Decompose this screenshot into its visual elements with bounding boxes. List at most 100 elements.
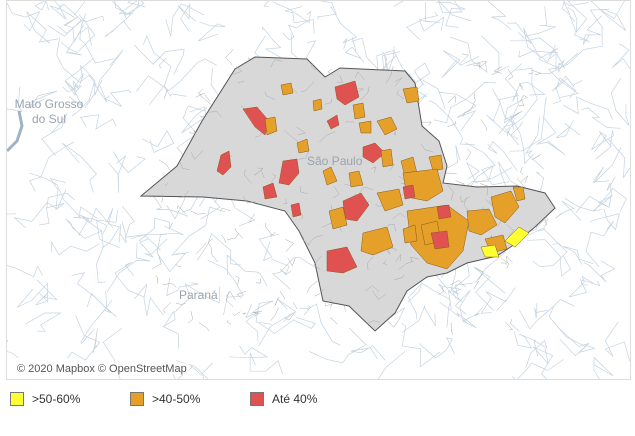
municipality-border [307,235,323,246]
boundary [512,81,546,102]
municipality-border [455,180,465,185]
municipality-border [394,77,403,87]
boundary [555,119,581,139]
boundary [63,16,85,43]
boundary [272,256,320,290]
municipality-border [253,310,262,314]
legend-item[interactable]: >40-50% [130,392,250,406]
boundary [84,49,124,109]
municipality [328,206,348,230]
municipality-border [210,248,218,263]
legend-item[interactable]: >50-60% [10,392,130,406]
municipality-border [506,255,513,264]
river [7,110,24,153]
municipality-border [274,296,279,306]
municipality [326,114,340,130]
municipality-border [447,95,457,104]
municipality-border [532,153,542,160]
municipality [360,226,394,256]
boundary [377,351,406,379]
boundary [418,12,445,32]
boundary [428,100,476,146]
boundary [163,58,217,92]
municipality-border [383,260,388,265]
boundary [156,233,186,273]
municipality-border [178,190,189,198]
map-canvas [7,1,630,379]
municipality-border [284,312,295,321]
municipality-border [226,319,232,325]
municipality-border [459,195,471,203]
boundary [47,3,82,37]
boundary [7,1,41,32]
municipality-border [225,291,234,307]
map: Mato Grosso do Sul São Paulo Paraná © 20… [6,0,631,380]
municipality-border [225,49,234,66]
boundary [604,321,630,362]
municipality-border [235,275,240,285]
boundary [486,88,518,140]
municipality-border [270,59,283,68]
boundary [51,240,101,256]
legend-item[interactable]: Até 40% [250,392,370,406]
boundary [104,89,132,107]
municipality [512,186,526,202]
municipality-border [510,121,523,136]
municipality [358,120,372,134]
boundary [558,328,596,353]
boundary [539,27,603,74]
boundary [282,19,309,41]
boundary [28,172,82,219]
boundary [564,194,613,212]
municipality-border [226,232,239,241]
municipality-border [332,186,340,199]
municipality-border [474,307,483,316]
municipality-border [298,149,310,160]
boundary [74,1,86,16]
boundary [34,1,50,11]
municipality-border [358,186,373,195]
municipality-border [175,303,186,305]
municipality-border [473,280,480,290]
boundary [139,238,168,258]
municipality-border [496,299,507,311]
boundary [113,1,146,16]
municipality [280,82,294,96]
boundary [151,192,188,217]
municipality-border [447,184,454,201]
municipality [262,182,278,200]
boundary [7,213,17,215]
municipality-border [190,210,206,215]
boundary [96,210,120,249]
municipality-border [500,262,507,266]
boundary [261,26,284,60]
municipality-border [506,128,511,137]
boundary [436,1,466,28]
boundary [284,6,315,34]
boundary [13,189,67,228]
municipality-border [190,150,203,160]
boundary [171,206,226,256]
municipality-border [518,100,525,107]
boundary [29,141,75,192]
municipality [402,86,420,104]
municipality [380,148,394,168]
legend-swatch [130,392,144,406]
boundary [439,301,480,329]
boundary [83,218,106,284]
municipality-border [197,89,203,96]
municipality-border [152,255,162,269]
boundary [434,82,497,124]
boundary [49,1,75,20]
region-label: Paraná [179,288,218,302]
boundary [258,316,316,334]
municipality-border [198,322,210,332]
municipality-border [528,72,533,75]
municipality-border [234,227,244,239]
boundary [71,82,108,117]
boundary [562,246,594,265]
boundary [138,217,173,242]
attribution: © 2020 Mapbox © OpenStreetMap [15,363,189,375]
municipality-border [270,174,277,183]
boundary [525,116,545,170]
